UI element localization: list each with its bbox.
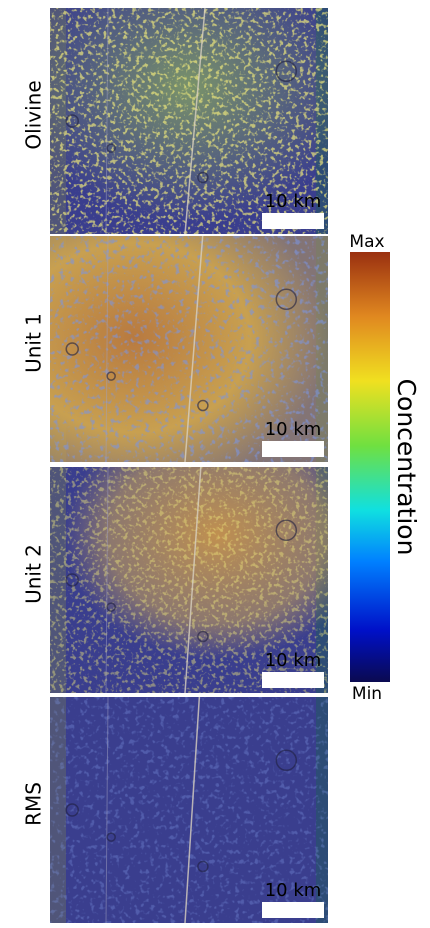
panel-label: Unit 1 xyxy=(22,313,46,373)
scale-label: 10 km xyxy=(265,650,322,671)
colorbar-min: Min xyxy=(352,684,382,704)
scale-label: 10 km xyxy=(265,880,322,901)
map-panel: 10 km Olivine xyxy=(22,8,329,234)
scale-bar xyxy=(262,902,324,918)
scale-label: 10 km xyxy=(265,191,322,212)
figure: 10 km Olivine 10 km Unit 1 10 km Unit 2 10 km R… xyxy=(0,0,430,924)
map-panel: 10 km Unit 1 xyxy=(22,206,329,462)
panels: 10 km Olivine 10 km Unit 1 10 km Unit 2 10 km R… xyxy=(22,8,329,923)
scale-bar xyxy=(262,441,324,457)
panel-label: Olivine xyxy=(22,80,46,149)
colorbar-label: Concentration xyxy=(392,379,421,556)
panel-label: RMS xyxy=(22,782,46,826)
scale-bar xyxy=(262,672,324,688)
colorbar-max: Max xyxy=(349,232,384,252)
panel-label: Unit 2 xyxy=(22,544,46,604)
colorbar xyxy=(350,252,390,682)
scale-bar xyxy=(262,213,324,229)
scale-label: 10 km xyxy=(265,419,322,440)
